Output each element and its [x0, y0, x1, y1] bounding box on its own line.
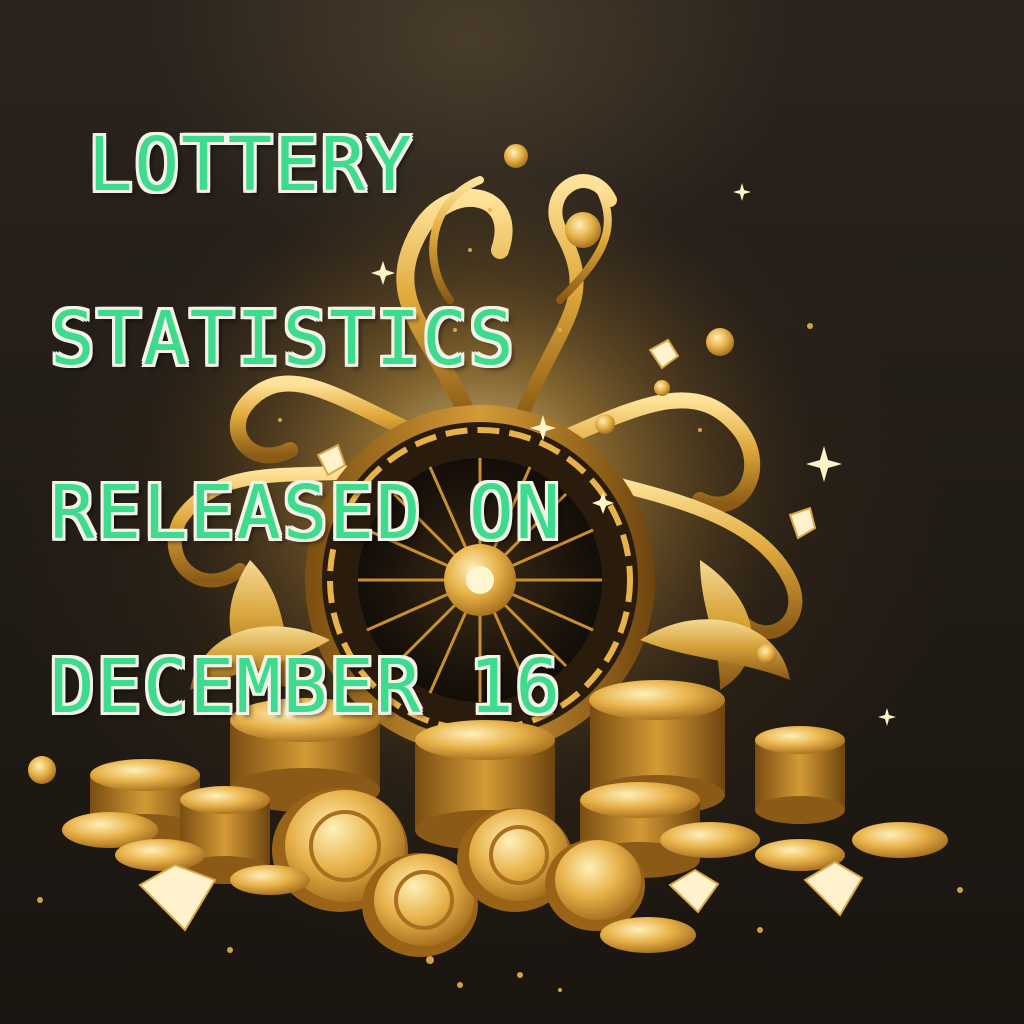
gold-coin-icon — [457, 808, 573, 912]
headline-line-1: LOTTERY — [88, 122, 414, 208]
gold-coin-icon — [362, 853, 478, 957]
headline-line-3: RELEASED ON — [50, 470, 563, 556]
gold-coin-icon — [545, 839, 645, 931]
headline-line-2: STATISTICS — [50, 296, 516, 382]
swirl-ornaments — [167, 174, 803, 640]
gold-dust — [37, 208, 963, 992]
sparkle-icon — [371, 183, 896, 726]
headline-line-4: DECEMBER 16 — [50, 644, 563, 730]
coin-pile — [28, 680, 948, 957]
floating-coins — [504, 144, 777, 664]
diamond-icon — [138, 338, 864, 932]
gold-leaves — [190, 560, 790, 690]
